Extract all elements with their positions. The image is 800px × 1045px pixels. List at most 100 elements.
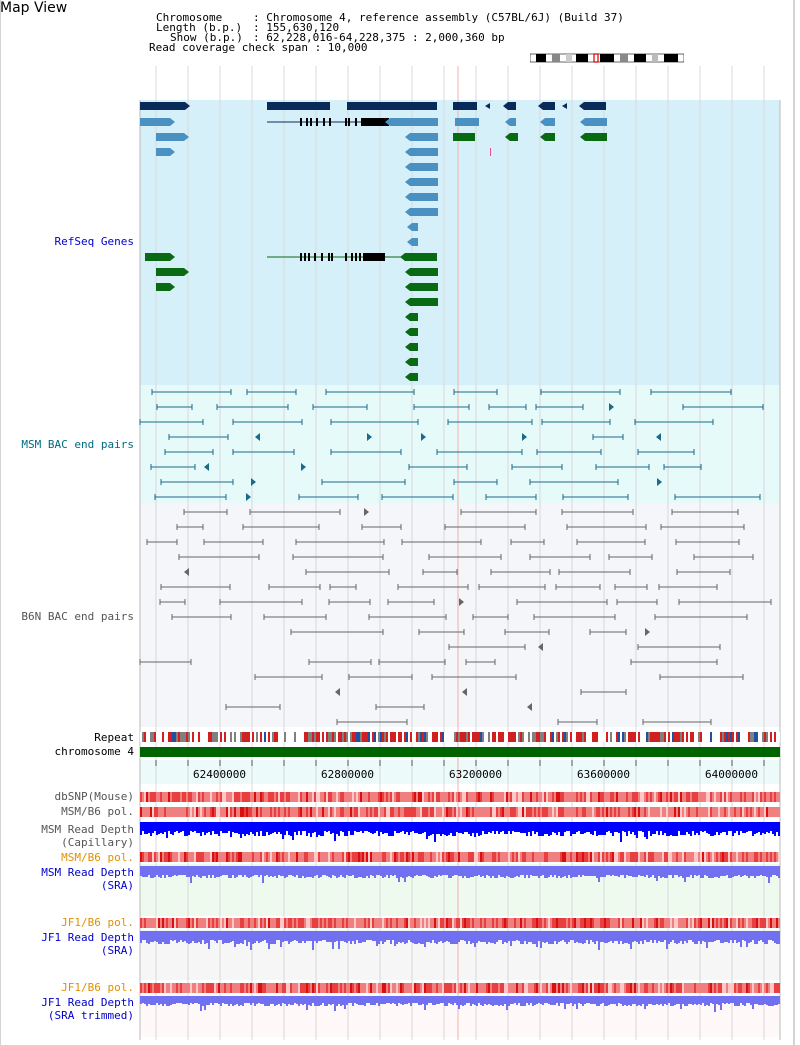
read-depth-bar [402,996,404,1005]
track-label-jf1-b6-pol-trim[interactable]: JF1/B6 pol. [61,981,134,994]
read-depth-bar [318,822,320,835]
read-depth-bar [462,866,464,878]
polymorphism-cell [182,983,184,993]
polymorphism-cell [154,792,156,802]
polymorphism-cell [762,918,764,928]
read-depth-bar [292,822,294,840]
polymorphism-cell [174,792,176,802]
read-depth-bar [692,866,694,878]
polymorphism-cell [502,918,504,928]
polymorphism-cell [422,792,424,802]
read-depth-bar [424,931,426,947]
polymorphism-cell [250,792,252,802]
polymorphism-cell [154,918,156,928]
polymorphism-cell [194,807,196,817]
chromosome-ideogram[interactable] [530,53,684,63]
polymorphism-cell [350,852,352,862]
polymorphism-cell [190,983,192,993]
read-depth-bar [754,931,756,944]
read-depth-bar [434,996,436,1005]
read-depth-bar [234,996,236,1005]
read-depth-bar [522,931,524,944]
track-label-jf1-b6-pol[interactable]: JF1/B6 pol. [61,916,134,929]
polymorphism-cell [644,983,646,993]
read-depth-bar [184,931,186,941]
polymorphism-cell [238,983,240,993]
read-depth-bar [472,866,474,877]
track-label-b6n-bac[interactable]: B6N BAC end pairs [21,610,134,623]
read-depth-bar [602,996,604,1003]
read-depth-bar [326,931,328,942]
read-depth-bar [770,866,772,877]
polymorphism-cell [568,807,570,817]
track-label-refseq[interactable]: RefSeq Genes [54,235,134,248]
polymorphism-cell [552,983,554,993]
bac-end-marker [335,688,340,696]
read-depth-bar [180,866,182,875]
polymorphism-cell [688,852,690,862]
read-depth-bar [322,822,324,836]
track-label-jf1-depth-trim[interactable]: JF1 Read Depth [41,996,134,1009]
track-label-msm-b6-pol-sra[interactable]: MSM/B6 pol. [61,851,134,864]
polymorphism-cell [770,852,772,862]
polymorphism-cell [714,852,716,862]
read-depth-bar [650,866,652,877]
read-depth-bar [384,866,386,877]
polymorphism-cell [718,807,720,817]
read-depth-bar [154,822,156,831]
track-label-msm-depth-cap[interactable]: MSM Read Depth [41,823,134,836]
polymorphism-cell [460,792,462,802]
polymorphism-cell [492,983,494,993]
polymorphism-cell [680,983,682,993]
read-depth-bar [738,822,740,835]
polymorphism-cell [400,983,402,993]
read-depth-bar [492,866,494,876]
read-depth-bar [632,822,634,832]
polymorphism-cell [336,792,338,802]
polymorphism-cell [214,852,216,862]
read-depth-bar [648,822,650,831]
polymorphism-cell [246,807,248,817]
repeat-element [480,732,482,742]
gene-exon [156,148,170,156]
polymorphism-cell [242,852,244,862]
track-label-jf1-depth-sra[interactable]: JF1 Read Depth [41,931,134,944]
read-depth-bar [616,996,618,1006]
polymorphism-cell [214,983,216,993]
polymorphism-cell [750,983,752,993]
polymorphism-cell [450,852,452,862]
polymorphism-cell [698,918,700,928]
read-depth-bar [746,866,748,876]
read-depth-bar [396,931,398,944]
polymorphism-cell [598,918,600,928]
polymorphism-cell [202,792,204,802]
polymorphism-cell [738,792,740,802]
polymorphism-cell [198,792,200,802]
read-depth-bar [520,996,522,1006]
read-depth-bar [172,822,174,835]
polymorphism-cell [222,983,224,993]
track-label-msm-b6-pol[interactable]: MSM/B6 pol. [61,805,134,818]
track-label-repeat[interactable]: Repeat [94,731,134,744]
read-depth-bar [636,996,638,1006]
track-label-msm-depth-sra[interactable]: MSM Read Depth [41,866,134,879]
repeat-element [458,732,460,742]
read-depth-bar [436,822,438,834]
track-label-msm-bac[interactable]: MSM BAC end pairs [21,438,134,451]
read-depth-bar [302,931,304,941]
read-depth-bar [724,866,726,876]
polymorphism-cell [366,852,368,862]
polymorphism-cell [550,983,552,993]
polymorphism-cell [524,792,526,802]
polymorphism-cell [720,807,722,817]
polymorphism-cell [746,792,748,802]
polymorphism-cell [270,807,272,817]
read-depth-bar [546,996,548,1003]
polymorphism-cell [496,807,498,817]
polymorphism-cell [270,918,272,928]
gene-arrow [405,163,410,171]
repeat-element [492,732,494,742]
track-label-dbsnp[interactable]: dbSNP(Mouse) [54,790,134,803]
read-depth-bar [750,996,752,1005]
